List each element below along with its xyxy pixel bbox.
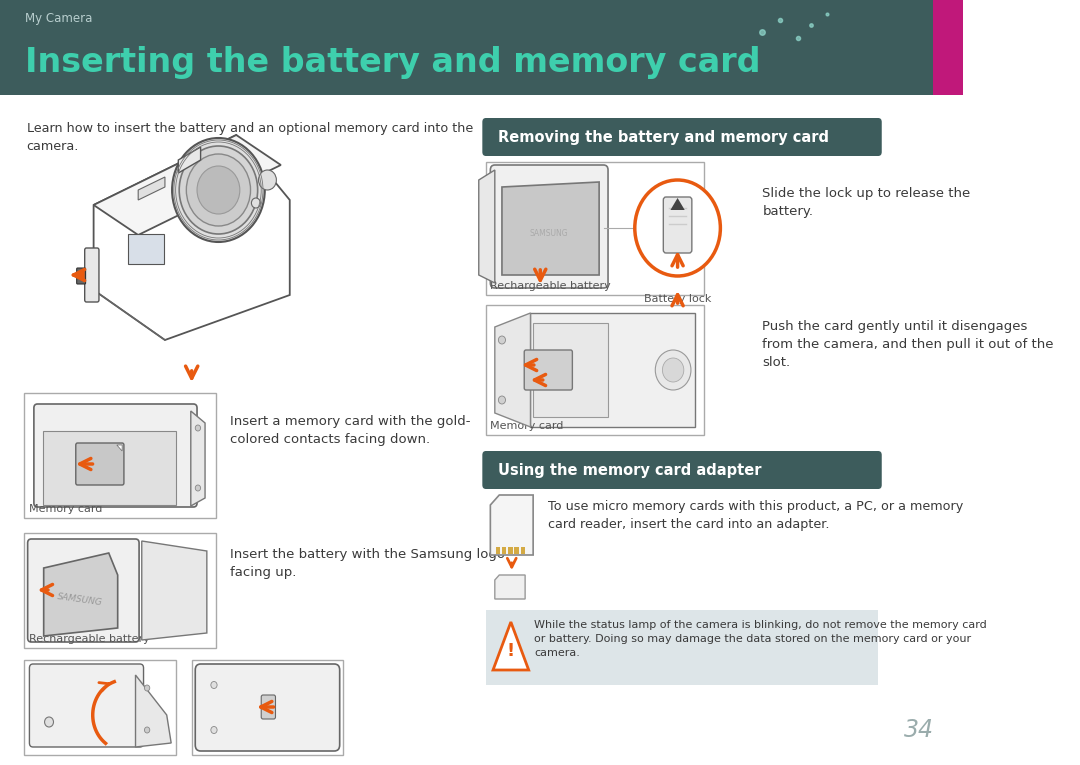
Bar (24, 533, 216, 648)
Polygon shape (138, 177, 165, 200)
Circle shape (252, 198, 260, 208)
Bar (24, 393, 216, 518)
Circle shape (498, 336, 505, 344)
Polygon shape (671, 198, 685, 210)
Bar (24, 660, 176, 755)
Text: Slide the lock up to release the
battery.: Slide the lock up to release the battery… (762, 187, 971, 218)
Text: Rechargeable battery: Rechargeable battery (490, 281, 611, 291)
Text: While the status lamp of the camera is blinking, do not remove the memory card
o: While the status lamp of the camera is b… (534, 620, 987, 658)
FancyBboxPatch shape (84, 248, 99, 302)
Text: My Camera: My Camera (25, 11, 92, 24)
Polygon shape (117, 445, 122, 451)
Text: Insert a memory card with the gold-
colored contacts facing down.: Insert a memory card with the gold- colo… (230, 415, 471, 446)
Text: Push the card gently until it disengages
from the camera, and then pull it out o: Push the card gently until it disengages… (762, 320, 1054, 369)
FancyBboxPatch shape (483, 118, 881, 156)
Circle shape (145, 685, 150, 691)
Bar (933, 0, 963, 95)
FancyBboxPatch shape (43, 431, 176, 505)
Bar (514, 547, 518, 554)
FancyBboxPatch shape (195, 664, 340, 751)
FancyBboxPatch shape (28, 539, 139, 642)
Polygon shape (530, 313, 696, 427)
Circle shape (195, 485, 201, 491)
FancyBboxPatch shape (483, 451, 881, 489)
Circle shape (656, 350, 691, 390)
Text: Memory card: Memory card (28, 504, 102, 514)
Bar (486, 162, 704, 295)
FancyBboxPatch shape (534, 323, 608, 417)
Circle shape (172, 138, 265, 242)
Polygon shape (495, 313, 530, 427)
Bar (496, 547, 500, 554)
Polygon shape (478, 170, 495, 283)
Circle shape (498, 396, 505, 404)
Text: Inserting the battery and memory card: Inserting the battery and memory card (25, 45, 760, 79)
FancyBboxPatch shape (76, 443, 124, 485)
Polygon shape (94, 135, 281, 235)
Bar (502, 547, 507, 554)
Bar (486, 610, 878, 685)
Text: Insert the battery with the Samsung logo
facing up.: Insert the battery with the Samsung logo… (230, 548, 505, 579)
Circle shape (258, 170, 276, 190)
Circle shape (662, 358, 684, 382)
Bar (486, 305, 704, 435)
Text: Using the memory card adapter: Using the memory card adapter (498, 463, 761, 477)
Circle shape (187, 154, 251, 226)
Circle shape (211, 727, 217, 734)
Polygon shape (94, 135, 289, 340)
Text: SAMSUNG: SAMSUNG (57, 592, 104, 607)
Polygon shape (43, 553, 118, 636)
Polygon shape (141, 541, 207, 640)
Text: Rechargeable battery: Rechargeable battery (28, 634, 149, 644)
Text: To use micro memory cards with this product, a PC, or a memory
card reader, inse: To use micro memory cards with this prod… (549, 500, 963, 531)
Text: 34: 34 (904, 718, 934, 742)
FancyBboxPatch shape (33, 404, 197, 507)
Polygon shape (135, 675, 171, 747)
Text: Battery lock: Battery lock (644, 294, 712, 304)
Text: Memory card: Memory card (490, 421, 564, 431)
FancyBboxPatch shape (77, 268, 85, 284)
Polygon shape (502, 182, 599, 275)
FancyBboxPatch shape (129, 234, 164, 264)
Circle shape (197, 166, 240, 214)
Polygon shape (191, 411, 205, 506)
Bar (0, 0, 963, 95)
Polygon shape (494, 622, 529, 670)
FancyBboxPatch shape (29, 664, 144, 747)
Circle shape (145, 727, 150, 733)
Circle shape (44, 717, 54, 727)
Text: Learn how to insert the battery and an optional memory card into the
camera.: Learn how to insert the battery and an o… (27, 122, 473, 153)
FancyBboxPatch shape (490, 165, 608, 288)
Circle shape (195, 425, 201, 431)
Text: Removing the battery and memory card: Removing the battery and memory card (498, 129, 829, 145)
Polygon shape (490, 495, 534, 555)
Polygon shape (495, 575, 525, 599)
Bar (509, 547, 513, 554)
FancyBboxPatch shape (663, 197, 692, 253)
FancyBboxPatch shape (524, 350, 572, 390)
Bar (0, 95, 963, 765)
Circle shape (635, 180, 720, 276)
Text: !: ! (507, 642, 515, 660)
Circle shape (179, 146, 258, 234)
Bar (191, 660, 343, 755)
Circle shape (211, 682, 217, 688)
Bar (521, 547, 525, 554)
Polygon shape (178, 147, 201, 173)
Polygon shape (76, 268, 84, 282)
FancyBboxPatch shape (261, 695, 275, 719)
Text: SAMSUNG: SAMSUNG (530, 229, 568, 237)
